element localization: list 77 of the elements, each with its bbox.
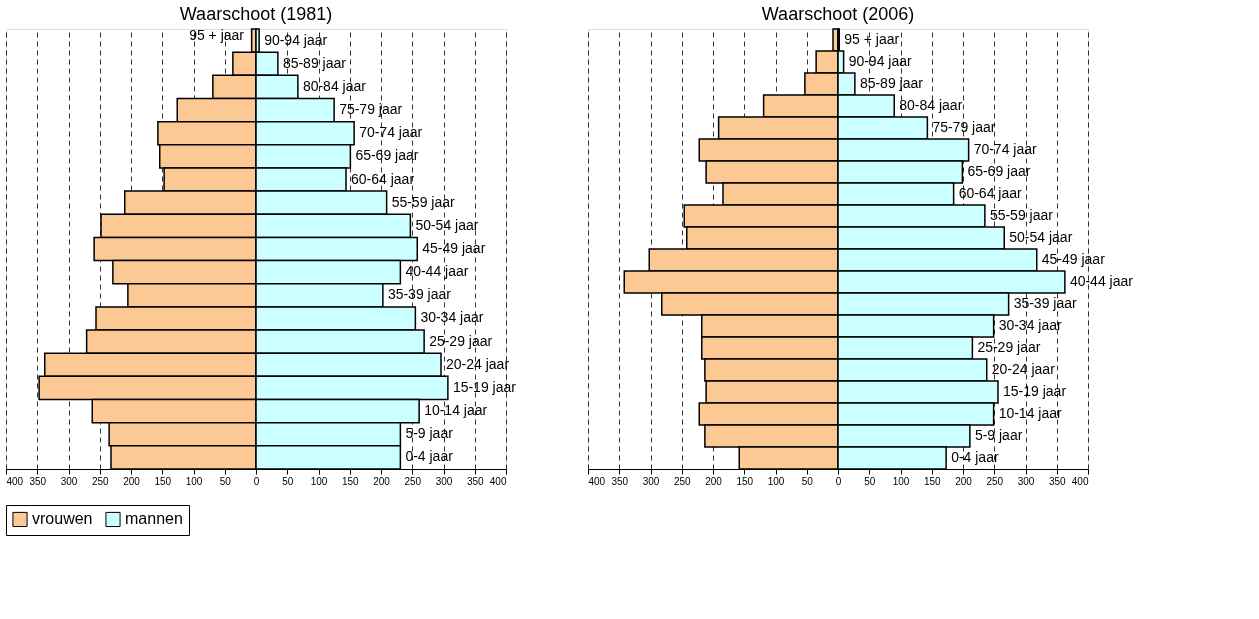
y-tick-label: 25-29 jaar: [977, 339, 1041, 355]
y-tick-label: 90-94 jaar: [848, 53, 912, 69]
y-tick-label: 15-19 jaar: [1003, 383, 1067, 399]
y-tick-label: 60-64 jaar: [958, 185, 1022, 201]
x-tick-label: 400: [6, 475, 24, 487]
legend-label: vrouwen: [32, 510, 93, 528]
x-tick-label: 100: [892, 475, 910, 487]
x-tick-label: 400: [588, 475, 606, 487]
y-tick-label: 85-89 jaar: [859, 75, 924, 91]
x-tick-label: 350: [29, 475, 47, 487]
y-tick-label: 40-44 jaar: [1069, 273, 1134, 289]
y-tick-label: 45-49 jaar: [422, 240, 486, 256]
x-tick-label: 250: [986, 475, 1004, 487]
x-tick-label: 50: [801, 475, 814, 487]
x-tick-label: 400: [1071, 475, 1089, 487]
y-tick-label: 30-34 jaar: [998, 317, 1062, 333]
x-tick-label: 300: [435, 475, 453, 487]
y-tick-label: 75-79 jaar: [339, 101, 403, 118]
x-tick-label: 300: [642, 475, 660, 487]
y-tick-label: 20-24 jaar: [991, 361, 1056, 377]
y-tick-label: 40-44 jaar: [405, 263, 469, 280]
y-tick-label: 75-79 jaar: [932, 119, 996, 135]
y-tick-label: 80-84 jaar: [899, 97, 963, 113]
x-tick-label: 100: [767, 475, 785, 487]
x-tick-label: 150: [341, 475, 360, 487]
y-tick-label: 55-59 jaar: [391, 193, 455, 210]
x-tick-label: 0: [835, 475, 842, 487]
x-tick-label: 300: [60, 475, 78, 487]
x-tick-label: 50: [864, 475, 876, 487]
y-tick-label: 30-34 jaar: [420, 309, 484, 326]
y-tick-label: 35-39 jaar: [387, 286, 452, 303]
x-tick-label: 350: [466, 475, 485, 487]
x-tick-label: 100: [310, 475, 328, 487]
x-tick-label: 400: [489, 475, 507, 487]
y-tick-label: 70-74 jaar: [359, 124, 423, 141]
x-tick-label: 150: [923, 475, 942, 487]
y-tick-label: 55-59 jaar: [989, 207, 1054, 223]
x-tick-label: 200: [955, 475, 973, 487]
x-tick-label: 350: [611, 475, 629, 487]
y-tick-label: 65-69 jaar: [967, 163, 1031, 179]
x-tick-label: 250: [91, 475, 110, 487]
x-tick-label: 350: [1048, 475, 1067, 487]
x-tick-label: 250: [673, 475, 692, 487]
y-tick-label: 10-14 jaar: [424, 402, 488, 419]
x-tick-label: 200: [123, 475, 141, 487]
y-tick-label: 0-4 jaar: [405, 448, 454, 465]
y-tick-label: 0-4 jaar: [951, 449, 999, 465]
y-tick-label: 35-39 jaar: [1013, 295, 1077, 311]
x-tick-label: 250: [404, 475, 422, 487]
y-tick-label: 50-54 jaar: [415, 216, 479, 233]
chart-title: Waarschoot (2006): [761, 4, 915, 25]
y-tick-label: 60-64 jaar: [351, 170, 415, 187]
y-tick-label: 65-69 jaar: [355, 147, 419, 164]
y-tick-label: 85-89 jaar: [282, 54, 347, 71]
x-tick-label: 200: [705, 475, 723, 487]
x-tick-label: 50: [282, 475, 294, 487]
y-tick-label: 5-9 jaar: [405, 425, 454, 442]
y-tick-label: 70-74 jaar: [973, 141, 1037, 157]
x-tick-label: 300: [1017, 475, 1035, 487]
x-tick-label: 150: [154, 475, 172, 487]
x-tick-label: 150: [736, 475, 754, 487]
annotation: 95 + jaar: [189, 26, 245, 43]
x-tick-label: 0: [253, 475, 260, 487]
y-tick-label: 10-14 jaar: [998, 405, 1062, 421]
x-tick-label: 100: [185, 475, 203, 487]
y-tick-label: 25-29 jaar: [429, 332, 493, 349]
x-tick-label: 50: [219, 475, 232, 487]
y-tick-label: 45-49 jaar: [1041, 251, 1106, 267]
y-tick-label: 50-54 jaar: [1009, 229, 1073, 245]
chart-title: Waarschoot (1981): [179, 4, 333, 25]
y-tick-label: 20-24 jaar: [446, 355, 510, 372]
legend-label: mannen: [125, 510, 183, 528]
y-tick-label: 80-84 jaar: [302, 77, 367, 94]
y-tick-label: 15-19 jaar: [452, 378, 517, 395]
y-tick-label: 5-9 jaar: [974, 427, 1023, 443]
x-tick-label: 200: [373, 475, 391, 487]
y-tick-label: 90-94 jaar: [264, 31, 328, 48]
